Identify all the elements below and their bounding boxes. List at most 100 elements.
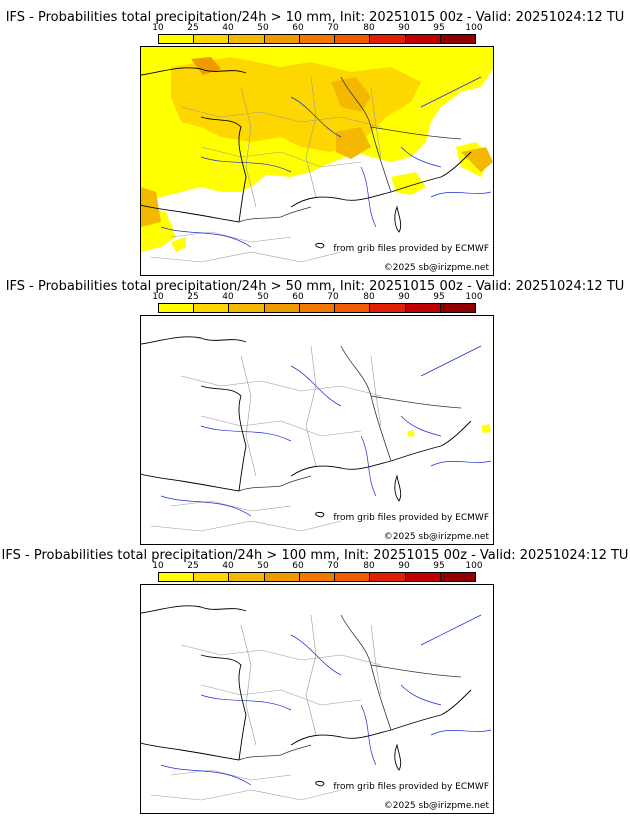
legend-swatch bbox=[264, 304, 300, 312]
prob-area-10 bbox=[407, 430, 415, 437]
legend-label: 10 bbox=[152, 23, 164, 33]
legend-label: 90 bbox=[398, 292, 410, 302]
coastline bbox=[141, 67, 472, 249]
precipitation-map: from grib files provided by ECMWF ©2025 … bbox=[140, 46, 494, 276]
legend-label: 25 bbox=[187, 292, 199, 302]
legend-label: 10 bbox=[152, 561, 164, 571]
legend-swatch bbox=[370, 35, 406, 43]
rivers bbox=[160, 345, 492, 517]
legend-label: 80 bbox=[363, 561, 375, 571]
probability-legend: 10 25 40 50 60 70 80 90 95 100 bbox=[152, 561, 483, 583]
legend-swatch bbox=[229, 304, 265, 312]
legend-swatch bbox=[440, 573, 475, 581]
legend-swatch bbox=[299, 35, 336, 43]
legend-swatch bbox=[194, 304, 230, 312]
legend-swatch bbox=[299, 573, 336, 581]
legend-swatch bbox=[335, 35, 371, 43]
map-panel-100mm: IFS - Probabilities total precipitation/… bbox=[0, 548, 630, 818]
legend-label: 95 bbox=[433, 561, 445, 571]
copyright-credit: ©2025 sb@irizpme.net bbox=[383, 801, 489, 811]
coastline bbox=[141, 605, 472, 787]
probability-legend: 10 25 40 50 60 70 80 90 95 100 bbox=[152, 292, 483, 314]
legend-label: 70 bbox=[327, 23, 339, 33]
map-canvas bbox=[141, 336, 492, 532]
prob-area-40 bbox=[331, 77, 371, 112]
legend-swatch bbox=[264, 35, 300, 43]
legend-color-bar bbox=[158, 303, 476, 313]
legend-swatch bbox=[440, 304, 475, 312]
legend-color-bar bbox=[158, 34, 476, 44]
prob-area-50 bbox=[191, 57, 221, 75]
legend-label: 25 bbox=[187, 23, 199, 33]
legend-swatch bbox=[370, 573, 406, 581]
probability-legend: 10 25 40 50 60 70 80 90 95 100 bbox=[152, 23, 483, 45]
legend-swatch bbox=[335, 573, 371, 581]
copyright-credit: ©2025 sb@irizpme.net bbox=[383, 263, 489, 273]
rivers bbox=[160, 76, 492, 248]
legend-swatch bbox=[194, 35, 230, 43]
country-borders bbox=[238, 614, 462, 761]
legend-swatch bbox=[194, 573, 230, 581]
data-source-credit: from grib files provided by ECMWF bbox=[333, 782, 489, 792]
map-canvas bbox=[141, 605, 492, 801]
probability-fill bbox=[141, 47, 493, 252]
admin-borders bbox=[150, 345, 382, 532]
legend-label: 70 bbox=[327, 561, 339, 571]
legend-label: 90 bbox=[398, 23, 410, 33]
panel-title: IFS - Probabilities total precipitation/… bbox=[5, 279, 625, 294]
prob-area-40 bbox=[336, 127, 371, 159]
prob-area-40 bbox=[461, 147, 493, 172]
prob-area-10 bbox=[391, 172, 426, 195]
legend-swatch bbox=[229, 35, 265, 43]
legend-label: 60 bbox=[292, 23, 304, 33]
prob-area-10 bbox=[481, 424, 491, 433]
legend-label: 70 bbox=[327, 292, 339, 302]
map-panel-50mm: IFS - Probabilities total precipitation/… bbox=[0, 279, 630, 549]
legend-swatch bbox=[370, 304, 406, 312]
legend-label: 40 bbox=[222, 23, 234, 33]
data-source-credit: from grib files provided by ECMWF bbox=[333, 244, 489, 254]
panel-title: IFS - Probabilities total precipitation/… bbox=[1, 548, 629, 563]
map-canvas bbox=[141, 47, 493, 263]
legend-label: 95 bbox=[433, 23, 445, 33]
legend-swatch bbox=[299, 304, 336, 312]
legend-label: 40 bbox=[222, 292, 234, 302]
legend-label: 50 bbox=[257, 292, 269, 302]
admin-borders bbox=[150, 76, 382, 263]
legend-swatch bbox=[159, 35, 195, 43]
copyright-credit: ©2025 sb@irizpme.net bbox=[383, 532, 489, 542]
legend-label: 60 bbox=[292, 561, 304, 571]
legend-label: 100 bbox=[465, 561, 483, 571]
legend-swatch bbox=[264, 573, 300, 581]
legend-color-bar bbox=[158, 572, 476, 582]
map-panel-10mm: IFS - Probabilities total precipitation/… bbox=[0, 10, 630, 280]
legend-swatch bbox=[405, 35, 441, 43]
legend-label: 40 bbox=[222, 561, 234, 571]
prob-area-10 bbox=[171, 237, 186, 252]
legend-label: 10 bbox=[152, 292, 164, 302]
legend-labels: 10 25 40 50 60 70 80 90 95 100 bbox=[152, 292, 482, 303]
data-source-credit: from grib files provided by ECMWF bbox=[333, 513, 489, 523]
panel-title: IFS - Probabilities total precipitation/… bbox=[5, 10, 625, 25]
legend-label: 80 bbox=[363, 23, 375, 33]
precipitation-map: from grib files provided by ECMWF ©2025 … bbox=[140, 315, 494, 545]
legend-swatch bbox=[405, 304, 441, 312]
legend-label: 90 bbox=[398, 561, 410, 571]
coastline bbox=[141, 336, 472, 518]
legend-label: 100 bbox=[465, 23, 483, 33]
legend-label: 25 bbox=[187, 561, 199, 571]
legend-swatch bbox=[335, 304, 371, 312]
legend-swatch bbox=[159, 304, 195, 312]
legend-swatch bbox=[229, 573, 265, 581]
legend-label: 80 bbox=[363, 292, 375, 302]
legend-swatch bbox=[159, 573, 195, 581]
legend-label: 50 bbox=[257, 23, 269, 33]
legend-swatch bbox=[405, 573, 441, 581]
probability-fill bbox=[407, 424, 491, 437]
legend-labels: 10 25 40 50 60 70 80 90 95 100 bbox=[152, 561, 482, 572]
legend-label: 60 bbox=[292, 292, 304, 302]
legend-swatch bbox=[440, 35, 475, 43]
country-borders bbox=[238, 76, 462, 223]
legend-label: 50 bbox=[257, 561, 269, 571]
country-borders bbox=[238, 345, 462, 492]
